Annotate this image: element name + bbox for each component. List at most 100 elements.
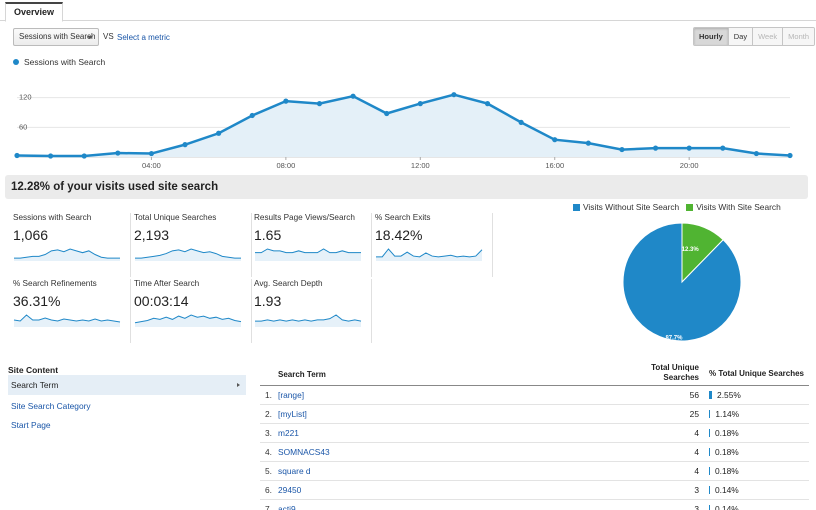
data-point[interactable] [619, 146, 625, 153]
sparkline [376, 248, 483, 261]
pie-slice[interactable] [622, 222, 742, 342]
tile-value: 1,066 [13, 227, 49, 243]
table-row: 1. [range] 56 2.55% [260, 386, 809, 405]
percent-total: 1.14% [715, 409, 740, 419]
row-index: 5. [265, 466, 272, 476]
data-point[interactable] [451, 92, 457, 98]
sparkline [134, 314, 242, 327]
percent-bar [709, 448, 710, 456]
tile-search-refinements[interactable]: % Search Refinements 36.31% [13, 279, 131, 343]
sparkline-line [255, 314, 362, 322]
data-point[interactable] [14, 152, 20, 159]
data-point[interactable] [753, 150, 759, 157]
pie-legend-label: Visits With Site Search [696, 202, 781, 212]
month-button[interactable]: Month [782, 28, 815, 45]
percent-bar [709, 505, 710, 510]
tile-label: Avg. Search Depth [254, 279, 323, 288]
col-total-unique-searches[interactable]: Total Unique Searches [651, 363, 699, 383]
sparkline-area [135, 249, 241, 261]
col-total-line2: Searches [663, 373, 699, 382]
table-header: Search Term Total Unique Searches % Total… [260, 362, 809, 386]
hourly-button[interactable]: Hourly [694, 28, 728, 45]
data-point[interactable] [652, 145, 659, 151]
tile-search-exits[interactable]: % Search Exits 18.42% [375, 213, 493, 277]
week-button[interactable]: Week [752, 28, 783, 45]
vs-label: VS [103, 32, 114, 41]
percent-total: 0.18% [715, 466, 739, 476]
legend-swatch-icon [573, 204, 580, 211]
data-point[interactable] [350, 93, 356, 99]
tile-value: 36.31% [13, 293, 61, 309]
sessions-line-chart: 120 60 04:00 08:00 12:00 16:00 20:00 [14, 92, 793, 170]
metric-select-value: Sessions with Search [19, 32, 96, 41]
data-point[interactable] [585, 140, 591, 146]
search-term-link[interactable]: SOMNACS43 [278, 447, 330, 457]
series-area [17, 94, 790, 157]
percent-total: 0.14% [715, 485, 739, 495]
percent-bar [709, 391, 713, 399]
y-tick-label: 60 [19, 122, 27, 131]
data-point[interactable] [518, 119, 524, 125]
tile-total-unique-searches[interactable]: Total Unique Searches 2,193 [134, 213, 252, 277]
data-point[interactable] [48, 153, 54, 159]
total-unique-searches: 4 [694, 466, 699, 476]
tile-sessions-with-search[interactable]: Sessions with Search 1,066 [13, 213, 131, 277]
table-row: 3. m221 4 0.18% [260, 424, 809, 443]
tile-time-after-search[interactable]: Time After Search 00:03:14 [134, 279, 252, 343]
data-point[interactable] [115, 150, 121, 156]
chevron-right-icon [237, 383, 240, 387]
data-point[interactable] [81, 153, 87, 159]
tile-results-page-views[interactable]: Results Page Views/Search 1.65 [254, 213, 372, 277]
nav-site-search-category[interactable]: Site Search Category [11, 401, 91, 411]
tile-value: 1.93 [254, 293, 282, 309]
data-point[interactable] [787, 152, 793, 159]
x-tick-label: 04:00 [142, 161, 161, 170]
tile-label: Sessions with Search [13, 213, 92, 222]
metric-select[interactable]: Sessions with Search [13, 28, 99, 46]
day-button[interactable]: Day [727, 28, 753, 45]
table-row: 2. [myList] 25 1.14% [260, 405, 809, 424]
tab-bar: Overview [0, 0, 816, 22]
percent-bar [709, 467, 710, 475]
row-index: 3. [265, 428, 272, 438]
data-point[interactable] [720, 145, 726, 151]
search-term-link[interactable]: 29450 [278, 485, 302, 495]
data-point[interactable] [552, 137, 558, 143]
total-unique-searches: 4 [694, 447, 699, 457]
search-term-link[interactable]: [range] [278, 390, 305, 400]
row-index: 7. [265, 504, 272, 510]
data-point[interactable] [484, 101, 491, 107]
col-pct-total[interactable]: % Total Unique Searches [709, 369, 804, 378]
x-tick-label: 16:00 [545, 161, 564, 170]
tile-avg-search-depth[interactable]: Avg. Search Depth 1.93 [254, 279, 372, 343]
search-term-link[interactable]: m221 [278, 428, 299, 438]
table-row: 5. square d 4 0.18% [260, 462, 809, 481]
sparkline-line [14, 248, 120, 259]
sparkline [14, 248, 120, 261]
sparkline-area [135, 315, 241, 327]
nav-start-page[interactable]: Start Page [11, 420, 51, 430]
data-point[interactable] [417, 101, 423, 107]
nav-search-term[interactable]: Search Term [8, 375, 246, 395]
tab-overview[interactable]: Overview [5, 2, 64, 22]
data-point[interactable] [148, 150, 155, 157]
data-point[interactable] [216, 130, 222, 136]
search-term-link[interactable]: acti9 [278, 504, 296, 510]
sparkline-line [134, 314, 242, 324]
data-point[interactable] [249, 112, 255, 119]
data-point[interactable] [384, 110, 390, 117]
search-term-link[interactable]: [myList] [278, 409, 307, 419]
data-point[interactable] [686, 145, 692, 151]
data-point[interactable] [283, 98, 289, 104]
table-row: 7. acti9 3 0.14% [260, 500, 809, 510]
chevron-down-icon [87, 36, 93, 39]
data-point[interactable] [316, 101, 323, 107]
total-unique-searches: 4 [694, 428, 699, 438]
total-unique-searches: 3 [694, 485, 699, 495]
select-metric-link[interactable]: Select a metric [117, 33, 170, 42]
legend-label: Sessions with Search [24, 57, 106, 67]
col-search-term[interactable]: Search Term [278, 370, 326, 379]
data-point[interactable] [182, 142, 188, 148]
search-term-link[interactable]: square d [278, 466, 311, 476]
row-index: 4. [265, 447, 272, 457]
